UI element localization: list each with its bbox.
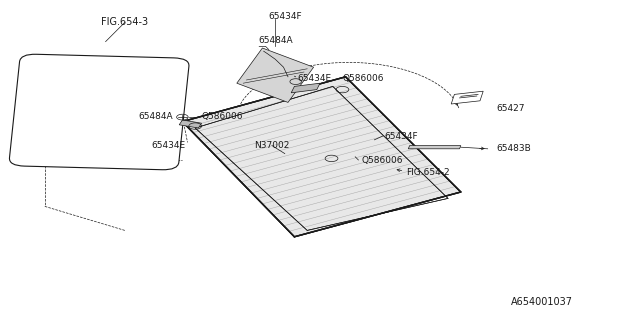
Text: Q586006: Q586006 <box>202 112 243 121</box>
Text: FIG.654-3: FIG.654-3 <box>101 17 148 28</box>
Polygon shape <box>451 91 483 104</box>
Text: 65484A: 65484A <box>258 36 292 44</box>
FancyBboxPatch shape <box>10 54 189 170</box>
Polygon shape <box>182 77 461 237</box>
Text: 65434F: 65434F <box>268 12 301 20</box>
Text: Q586006: Q586006 <box>362 156 403 164</box>
Text: 65434E: 65434E <box>152 141 186 150</box>
Text: Q586006: Q586006 <box>342 74 384 83</box>
Polygon shape <box>237 48 314 102</box>
Text: 65427: 65427 <box>496 104 525 113</box>
Polygon shape <box>179 120 202 128</box>
Polygon shape <box>291 83 320 93</box>
Text: N37002: N37002 <box>254 141 290 150</box>
Text: 65483B: 65483B <box>496 144 531 153</box>
Text: FIG.654-2: FIG.654-2 <box>406 168 450 177</box>
Text: A654001037: A654001037 <box>511 297 573 308</box>
Text: 65434F: 65434F <box>384 132 418 140</box>
Polygon shape <box>408 146 461 149</box>
Text: 65434E: 65434E <box>298 74 332 83</box>
Text: 65484A: 65484A <box>138 112 173 121</box>
